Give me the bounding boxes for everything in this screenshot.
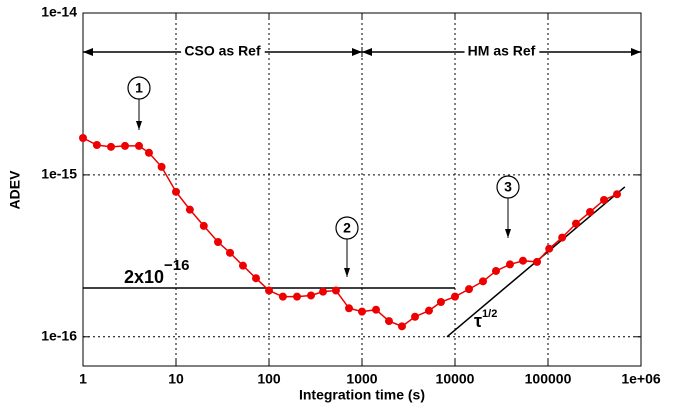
data-point (226, 248, 235, 257)
data-point (278, 292, 287, 301)
y-axis-label: ADEV (7, 170, 23, 210)
data-point (92, 140, 101, 149)
x-tick-label: 10000 (436, 371, 475, 387)
data-point (372, 305, 381, 314)
arrow-head (136, 121, 142, 130)
data-point (185, 205, 194, 214)
data-point (331, 286, 340, 295)
data-point (134, 141, 143, 150)
data-point (533, 257, 542, 266)
reference-label-exponent: −16 (164, 257, 189, 274)
x-tick-label: 1e+06 (621, 371, 661, 387)
data-point (613, 190, 622, 199)
data-point (384, 317, 393, 326)
data-point (307, 291, 316, 300)
marker-label: 1 (135, 80, 143, 96)
x-tick-label: 1000 (346, 371, 377, 387)
marker-label: 2 (343, 220, 351, 236)
reference-label: 2x10−16 (124, 257, 190, 287)
x-tick-label: 100000 (525, 371, 572, 387)
data-point (106, 142, 115, 151)
data-point (518, 256, 527, 265)
arrow-head (505, 229, 511, 238)
data-point (144, 148, 153, 157)
data-point (214, 238, 223, 247)
data-point (238, 261, 247, 270)
data-point (157, 162, 166, 171)
x-tick-label: 100 (257, 371, 281, 387)
data-point (558, 233, 567, 242)
data-point (345, 304, 354, 313)
data-point (411, 312, 420, 321)
data-point (319, 287, 328, 296)
data-point (451, 292, 459, 301)
slope-label: τ1/2 (474, 308, 497, 331)
x-tick-label: 1 (79, 371, 87, 387)
region-label: CSO as Ref (184, 43, 261, 59)
data-point (599, 195, 608, 204)
reference-label-base: 2x10 (124, 267, 164, 287)
y-tick-label: 1e-15 (41, 166, 77, 182)
data-point (545, 244, 554, 253)
data-point (79, 133, 87, 142)
data-point (121, 141, 130, 150)
data-point (571, 219, 580, 228)
slope-label-base: τ (474, 311, 482, 331)
data-point (465, 285, 474, 294)
region-label: HM as Ref (468, 43, 536, 59)
data-point (505, 260, 514, 269)
data-point (358, 307, 366, 316)
data-point (436, 298, 445, 307)
x-axis-label: Integration time (s) (299, 387, 425, 403)
data-point (252, 274, 261, 283)
y-tick-label: 1e-16 (41, 327, 77, 343)
data-point (478, 277, 487, 286)
marker-label: 3 (504, 179, 512, 195)
y-tick-label: 1e-14 (41, 4, 77, 20)
data-point (424, 306, 433, 315)
x-tick-label: 10 (168, 371, 184, 387)
slope-label-exponent: 1/2 (482, 308, 497, 320)
arrow-head (344, 268, 350, 277)
data-point (265, 286, 273, 295)
data-point (199, 221, 208, 230)
data-point (292, 292, 301, 301)
data-point (172, 187, 180, 196)
data-point (492, 266, 501, 275)
data-point (586, 207, 595, 216)
data-point (397, 322, 406, 331)
